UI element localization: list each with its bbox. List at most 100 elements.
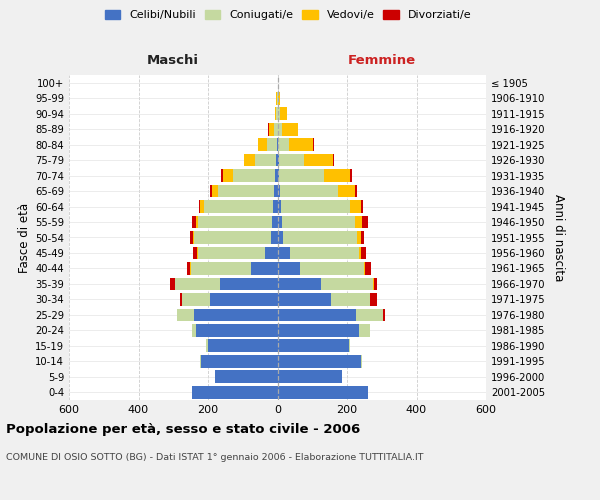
- Bar: [361, 200, 362, 213]
- Legend: Celibi/Nubili, Coniugati/e, Vedovi/e, Divorziati/e: Celibi/Nubili, Coniugati/e, Vedovi/e, Di…: [100, 6, 476, 25]
- Bar: [338, 184, 355, 198]
- Bar: [276, 154, 277, 166]
- Bar: [259, 138, 267, 151]
- Bar: [350, 169, 352, 182]
- Text: Maschi: Maschi: [147, 54, 199, 67]
- Bar: [300, 262, 364, 275]
- Bar: [325, 169, 350, 182]
- Bar: [280, 108, 287, 120]
- Bar: [193, 386, 277, 398]
- Bar: [277, 246, 290, 260]
- Bar: [277, 200, 281, 213]
- Bar: [361, 246, 366, 260]
- Bar: [361, 355, 362, 368]
- Bar: [211, 184, 212, 198]
- Bar: [278, 138, 289, 151]
- Bar: [244, 154, 255, 166]
- Bar: [197, 216, 272, 228]
- Bar: [271, 231, 277, 244]
- Bar: [278, 123, 283, 136]
- Bar: [210, 293, 277, 306]
- Bar: [374, 278, 377, 290]
- Bar: [277, 169, 279, 182]
- Bar: [278, 92, 280, 104]
- Bar: [277, 308, 356, 321]
- Bar: [280, 184, 338, 198]
- Bar: [196, 324, 277, 336]
- Bar: [193, 231, 194, 244]
- Bar: [193, 246, 197, 260]
- Y-axis label: Anni di nascita: Anni di nascita: [553, 194, 565, 281]
- Bar: [313, 138, 314, 151]
- Bar: [362, 216, 368, 228]
- Bar: [277, 370, 342, 383]
- Bar: [200, 200, 204, 213]
- Bar: [208, 340, 277, 352]
- Bar: [283, 231, 358, 244]
- Bar: [221, 169, 223, 182]
- Bar: [275, 169, 277, 182]
- Bar: [355, 216, 362, 228]
- Bar: [333, 154, 334, 166]
- Bar: [321, 278, 373, 290]
- Bar: [277, 355, 361, 368]
- Bar: [275, 108, 277, 120]
- Bar: [255, 154, 276, 166]
- Bar: [277, 278, 321, 290]
- Bar: [279, 169, 325, 182]
- Bar: [277, 293, 331, 306]
- Bar: [267, 138, 277, 151]
- Bar: [359, 324, 370, 336]
- Bar: [277, 340, 349, 352]
- Bar: [277, 216, 281, 228]
- Bar: [278, 108, 280, 120]
- Bar: [277, 262, 300, 275]
- Bar: [190, 231, 193, 244]
- Bar: [218, 184, 274, 198]
- Bar: [274, 184, 277, 198]
- Bar: [289, 138, 313, 151]
- Bar: [191, 262, 251, 275]
- Bar: [180, 293, 182, 306]
- Bar: [277, 138, 278, 151]
- Bar: [279, 154, 304, 166]
- Bar: [196, 216, 197, 228]
- Bar: [274, 123, 277, 136]
- Bar: [277, 123, 278, 136]
- Bar: [304, 154, 333, 166]
- Bar: [283, 123, 298, 136]
- Bar: [170, 278, 175, 290]
- Bar: [277, 184, 280, 198]
- Bar: [212, 184, 218, 198]
- Bar: [191, 216, 196, 228]
- Bar: [194, 308, 277, 321]
- Bar: [373, 278, 374, 290]
- Bar: [177, 308, 194, 321]
- Bar: [290, 246, 359, 260]
- Text: Femmine: Femmine: [347, 54, 416, 67]
- Bar: [191, 324, 196, 336]
- Bar: [361, 231, 364, 244]
- Bar: [364, 262, 365, 275]
- Bar: [359, 246, 361, 260]
- Bar: [356, 308, 383, 321]
- Bar: [277, 92, 278, 104]
- Bar: [365, 262, 371, 275]
- Bar: [349, 340, 350, 352]
- Bar: [206, 340, 208, 352]
- Bar: [194, 231, 271, 244]
- Bar: [187, 262, 190, 275]
- Bar: [215, 370, 277, 383]
- Bar: [350, 200, 361, 213]
- Bar: [277, 231, 283, 244]
- Bar: [331, 293, 370, 306]
- Bar: [182, 293, 210, 306]
- Bar: [281, 216, 355, 228]
- Bar: [383, 308, 385, 321]
- Bar: [265, 246, 277, 260]
- Bar: [251, 262, 277, 275]
- Y-axis label: Fasce di età: Fasce di età: [18, 202, 31, 272]
- Bar: [370, 293, 377, 306]
- Bar: [277, 108, 278, 120]
- Bar: [277, 154, 279, 166]
